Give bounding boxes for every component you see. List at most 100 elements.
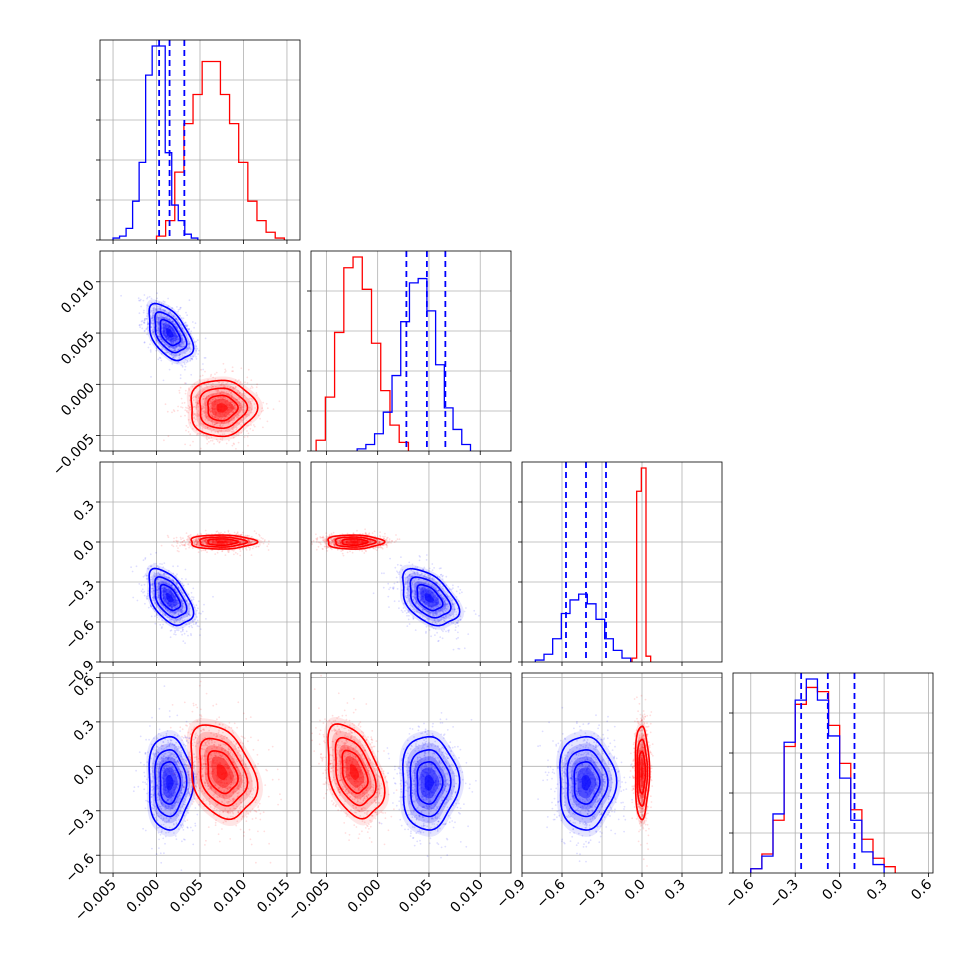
scatter-point: [383, 572, 385, 575]
scatter-point: [209, 427, 212, 430]
scatter-point: [170, 326, 173, 328]
scatter-point: [184, 543, 187, 546]
scatter-point: [238, 398, 241, 400]
scatter-point: [235, 407, 238, 410]
scatter-point: [225, 442, 228, 445]
scatter-point: [179, 580, 182, 583]
scatter-point: [220, 397, 222, 399]
histogram-p0: [96, 39, 301, 241]
scatter-point: [152, 307, 155, 310]
scatter-point: [161, 581, 164, 584]
scatter-point: [150, 301, 153, 304]
scatter-point: [140, 323, 143, 326]
scatter-point: [212, 542, 215, 545]
scatter-point: [146, 597, 149, 600]
scatter-point: [232, 370, 235, 373]
scatter-point: [162, 597, 165, 600]
scatter-point: [185, 325, 188, 327]
scatter-point: [220, 426, 222, 428]
scatter-point: [248, 546, 250, 549]
scatter-point: [151, 583, 154, 586]
scatter-point: [170, 594, 173, 596]
scatter-point: [218, 429, 221, 432]
scatter-point: [177, 618, 179, 621]
scatter-point: [162, 323, 165, 326]
scatter-point: [172, 327, 174, 330]
scatter-point: [171, 320, 174, 323]
scatter-point: [150, 615, 153, 618]
scatter-point: [212, 539, 214, 542]
scatter-point: [175, 583, 178, 585]
scatter-point: [180, 610, 183, 613]
scatter-point: [214, 398, 217, 401]
scatter-point: [224, 400, 227, 403]
scatter-point: [147, 321, 149, 324]
scatter-point: [139, 326, 141, 328]
scatter-point: [189, 350, 191, 353]
scatter-point: [132, 596, 135, 599]
scatter-point: [213, 401, 216, 404]
scatter-point: [159, 307, 162, 309]
scatter-point: [192, 337, 194, 340]
scatter-point: [152, 596, 154, 599]
scatter-point: [223, 414, 225, 416]
scatter-point: [164, 335, 167, 338]
scatter-point: [253, 540, 256, 543]
scatter-point: [253, 425, 256, 428]
scatter-point: [172, 595, 175, 598]
scatter-point: [172, 328, 175, 331]
scatter-point: [160, 340, 163, 343]
scatter-point: [160, 352, 163, 355]
scatter-point: [163, 341, 166, 344]
scatter-point: [160, 338, 163, 341]
scatter-point: [141, 327, 144, 330]
scatter-point: [222, 384, 225, 386]
scatter-point: [151, 591, 154, 594]
scatter-point: [224, 415, 227, 418]
scatter-point: [164, 334, 166, 337]
scatter-point: [144, 557, 147, 559]
scatter-point: [156, 578, 159, 580]
scatter-point: [217, 430, 219, 433]
scatter-point: [162, 594, 164, 596]
scatter-point: [364, 528, 366, 531]
scatter-point: [131, 570, 134, 573]
scatter-point: [166, 316, 169, 318]
scatter-point: [219, 424, 222, 426]
scatter-point: [163, 587, 165, 589]
scatter-point: [229, 386, 231, 389]
scatter-point: [170, 338, 172, 341]
scatter-point: [215, 539, 218, 542]
scatter-point: [181, 619, 184, 622]
scatter-point: [387, 582, 390, 585]
scatter-point: [387, 595, 390, 598]
scatter-point: [199, 628, 202, 630]
scatter-point: [176, 344, 178, 347]
scatter-point: [168, 616, 171, 618]
scatter-point: [214, 398, 217, 401]
scatter-point: [182, 341, 185, 343]
scatter-point: [209, 410, 212, 413]
scatter-point: [256, 394, 258, 396]
scatter-point: [162, 623, 164, 626]
scatter-point: [199, 375, 202, 378]
scatter-point: [173, 613, 175, 616]
scatter-point: [171, 327, 174, 330]
scatter-point: [171, 606, 173, 609]
scatter-point: [188, 394, 191, 397]
scatter-point: [216, 391, 219, 394]
scatter-point: [174, 354, 177, 356]
scatter-point: [220, 383, 223, 386]
scatter-point: [221, 437, 224, 440]
scatter-point: [244, 541, 246, 543]
scatter-point: [182, 584, 185, 587]
scatter-point: [247, 409, 250, 412]
scatter-point: [210, 419, 213, 422]
scatter-point: [238, 423, 240, 426]
scatter-point: [189, 433, 192, 436]
scatter-point: [191, 385, 194, 388]
scatter-point: [168, 346, 171, 349]
scatter-point: [223, 542, 226, 545]
scatter-point: [244, 409, 246, 412]
scatter-point: [249, 542, 252, 545]
